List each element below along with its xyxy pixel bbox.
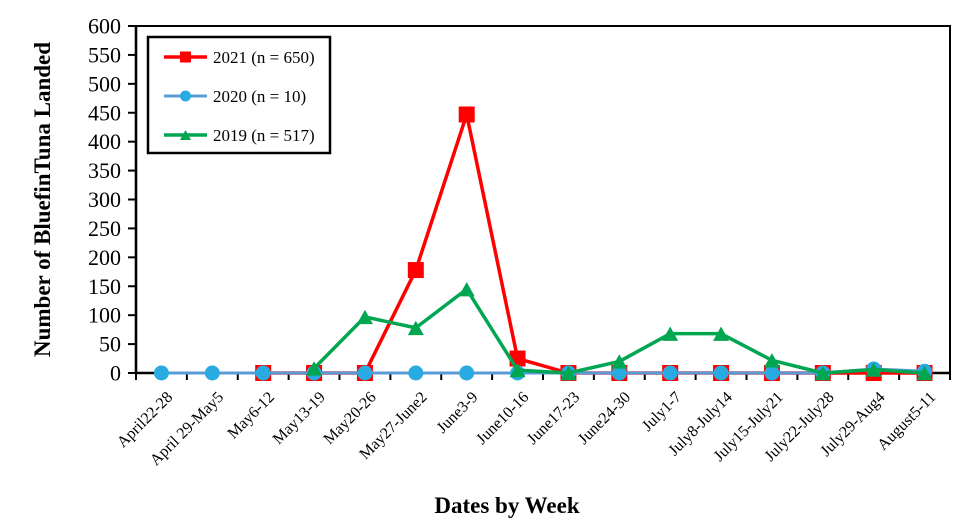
series-2019-marker: [662, 326, 679, 341]
series-2019-marker: [713, 326, 730, 341]
series-2019-marker: [356, 309, 373, 325]
y-tick-label: 150: [88, 274, 121, 299]
series-2020-marker: [713, 365, 729, 381]
series-2019-marker: [306, 361, 323, 376]
series-2019-marker: [509, 362, 526, 378]
y-tick-label: 350: [88, 158, 121, 183]
series-2019-marker: [458, 281, 475, 297]
x-tick-label: May13-19: [270, 389, 329, 448]
legend-entry-2019: 2019 (n = 517): [164, 126, 315, 145]
y-tick-label: 100: [88, 303, 121, 328]
legend-label: 2019 (n = 517): [213, 126, 315, 145]
x-tick-label: June10-16: [473, 389, 532, 448]
series-2020-marker: [611, 365, 627, 381]
y-tick-label: 450: [88, 100, 121, 125]
legend-label: 2020 (n = 10): [213, 87, 306, 106]
x-axis-title: Dates by Week: [434, 493, 579, 518]
legend-label: 2021 (n = 650): [213, 48, 315, 67]
y-tick-label: 250: [88, 216, 121, 241]
series-2020-marker: [764, 365, 780, 381]
legend-entry-2021: 2021 (n = 650): [164, 48, 315, 67]
y-tick-label: 500: [88, 71, 121, 96]
series-2021-marker: [407, 262, 424, 279]
series-2020-marker: [357, 365, 373, 381]
series-2020-marker: [459, 365, 475, 381]
y-tick-label: 550: [88, 42, 121, 67]
series-2021-marker: [458, 106, 475, 123]
legend-swatch-marker: [180, 130, 191, 140]
legend-swatch-marker: [180, 90, 191, 102]
y-axis-title: Number of BluefinTuna Landed: [30, 42, 55, 357]
y-tick-label: 200: [88, 245, 121, 270]
y-tick-label: 600: [88, 14, 121, 39]
series-2021-line: [263, 112, 925, 375]
series-2019-marker: [407, 320, 424, 336]
series-2020-marker: [408, 365, 424, 381]
x-tick-label: June24-30: [575, 389, 634, 448]
y-tick-label: 50: [99, 332, 121, 357]
series-2019-marker: [814, 365, 831, 381]
series-2020-marker: [153, 365, 169, 381]
y-tick-label: 0: [110, 361, 121, 386]
y-tick-label: 400: [88, 129, 121, 154]
series-2019-marker: [763, 353, 780, 368]
legend-swatch-marker: [180, 51, 191, 63]
x-tick-label: June3-9: [434, 389, 482, 437]
x-tick-label: June17-23: [524, 389, 583, 448]
x-tick-label: July1-7: [639, 389, 685, 435]
series-2021: [255, 106, 933, 381]
legend: 2021 (n = 650) 2020 (n = 10) 2019 (n = 517…: [146, 35, 332, 155]
series-2019: [306, 281, 933, 381]
y-tick-label: 300: [88, 187, 121, 212]
x-tick-label: May6-12: [225, 389, 278, 442]
legend-entry-2020: 2020 (n = 10): [164, 87, 306, 106]
series-2020-marker: [255, 365, 271, 381]
series-2019-marker: [611, 354, 628, 369]
y-axis: 0 50 100 150 200 250 300 350 400 450 500 550 600: [88, 14, 136, 386]
series-2020-marker: [662, 365, 678, 381]
series-2019-marker: [560, 365, 577, 381]
series-2019-marker: [916, 365, 933, 381]
series-2019-marker: [865, 362, 882, 377]
series-2020-marker: [204, 365, 220, 381]
